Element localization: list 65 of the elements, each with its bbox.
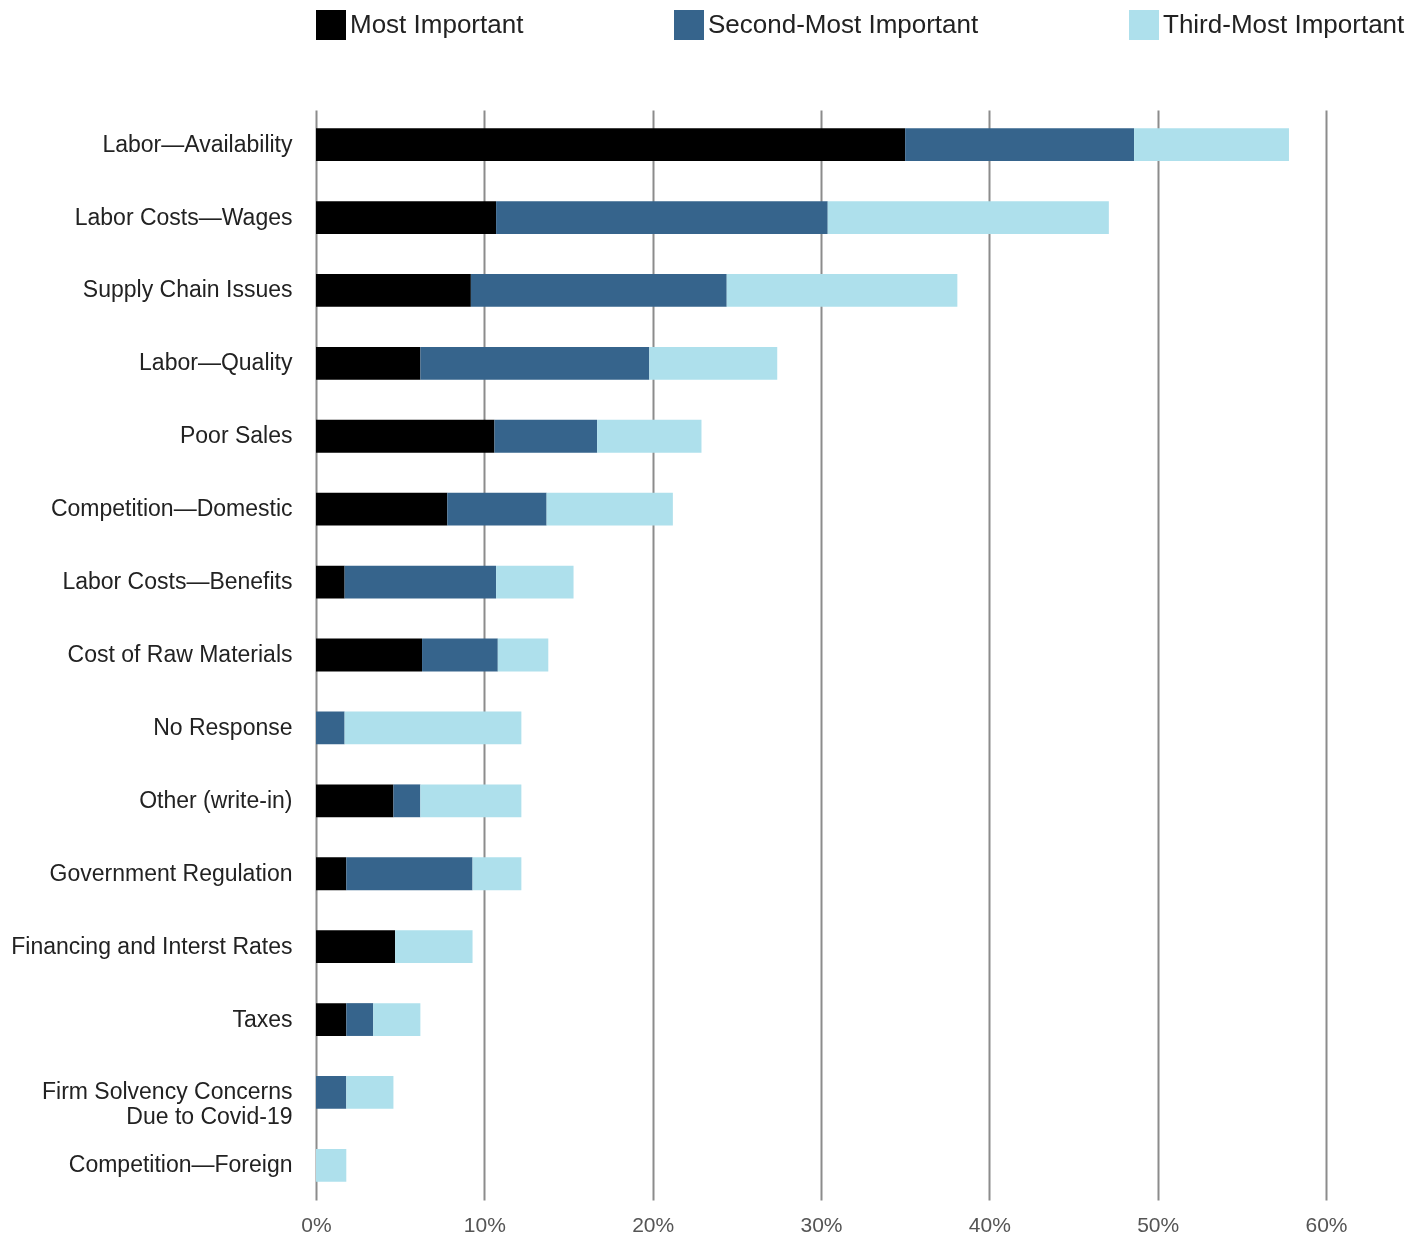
legend-label: Most Important (350, 9, 525, 39)
y-tick-label: Poor Sales (179, 422, 293, 449)
bar (316, 419, 495, 453)
y-tick-label: Government Regulation (49, 859, 293, 886)
bar (316, 274, 471, 307)
bar (316, 565, 345, 599)
bar (346, 857, 473, 891)
bar (497, 638, 549, 672)
bar (546, 492, 673, 526)
bar (470, 274, 727, 307)
bar (316, 1003, 347, 1036)
y-tick-label: Labor—Quality (139, 349, 293, 376)
y-tick-label: Other (write-in) (139, 786, 293, 813)
bar (316, 711, 345, 745)
bar (373, 1003, 421, 1036)
y-tick-label: Firm Solvency Concerns Due to Covid-19 (41, 1078, 293, 1130)
bar (344, 565, 497, 599)
bar (316, 1148, 347, 1182)
y-tick-label: Financing and Interst Rates (11, 932, 293, 959)
bar (316, 201, 497, 234)
y-tick-label: Labor—Availability (102, 130, 293, 157)
bar (316, 857, 347, 891)
y-tick-label: Cost of Raw Materials (67, 641, 293, 667)
bar (649, 346, 778, 380)
bar (597, 419, 702, 453)
x-tick-label: 0% (301, 1212, 332, 1236)
bar (344, 711, 522, 745)
bar (726, 274, 958, 307)
legend-label: Second-Most Important (708, 9, 980, 39)
bar (420, 784, 522, 818)
bar (827, 201, 1109, 234)
bar (472, 857, 522, 891)
bar (496, 565, 574, 599)
x-tick-label: 20% (632, 1212, 675, 1236)
x-tick-label: 40% (968, 1212, 1011, 1236)
bar (496, 201, 828, 234)
bar (395, 930, 473, 964)
x-tick-label: 60% (1305, 1212, 1348, 1236)
legend-label: Third-Most Important (1163, 9, 1406, 39)
bar (422, 638, 498, 672)
y-tick-label: Labor Costs—Wages (74, 203, 293, 230)
y-tick-label: Competition—Domestic (50, 495, 293, 522)
bar (393, 784, 421, 818)
bar (316, 784, 394, 818)
bar (316, 930, 396, 964)
bar (316, 346, 421, 380)
bar (316, 1076, 347, 1109)
bar (420, 346, 650, 380)
bar (316, 128, 906, 162)
bar (316, 638, 423, 672)
bar (905, 128, 1135, 162)
x-tick-label: 10% (463, 1212, 506, 1236)
bar (346, 1076, 394, 1109)
bar (447, 492, 547, 526)
x-tick-label: 30% (800, 1212, 843, 1236)
y-tick-label: No Response (153, 713, 293, 740)
x-tick-label: 50% (1137, 1212, 1180, 1236)
bar (1134, 128, 1289, 162)
y-tick-label: Labor Costs—Benefits (62, 568, 293, 595)
y-tick-label: Supply Chain Issues (82, 276, 293, 303)
bar (346, 1003, 374, 1036)
bar (316, 492, 448, 526)
y-tick-label: Taxes (232, 1005, 293, 1032)
bar (494, 419, 598, 453)
y-tick-label: Competition—Foreign (68, 1151, 293, 1178)
